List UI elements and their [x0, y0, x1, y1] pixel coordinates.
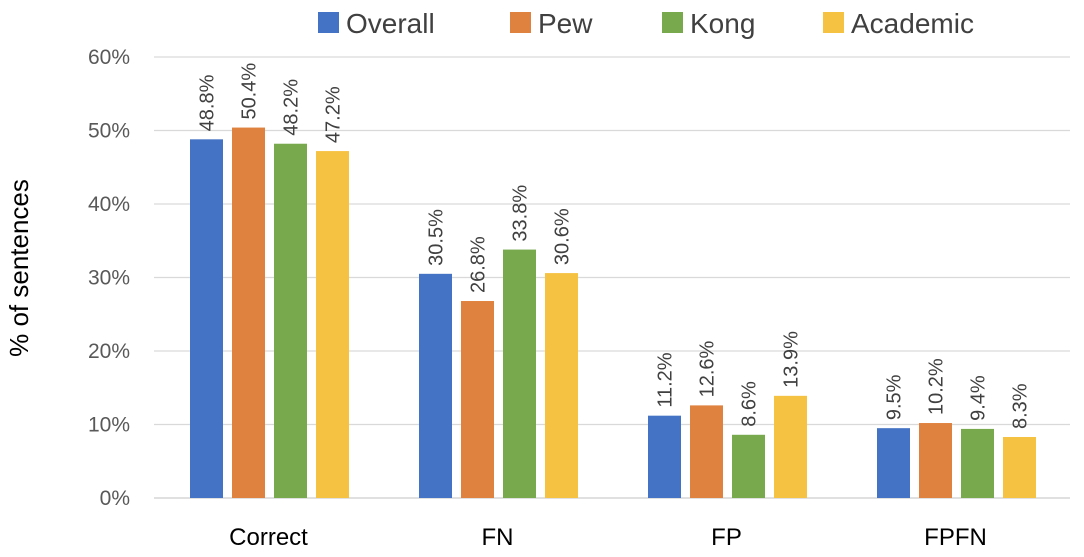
- bar-pew-fp: [690, 405, 723, 498]
- data-label: 9.5%: [884, 374, 906, 420]
- data-label: 30.5%: [426, 209, 448, 266]
- bar-kong-fp: [732, 434, 765, 498]
- bars: [190, 127, 1036, 499]
- legend-label: Academic: [851, 8, 974, 39]
- data-label: 8.3%: [1010, 383, 1032, 429]
- bar-kong-fpfn: [961, 428, 994, 498]
- y-tick-label: 30%: [88, 267, 130, 290]
- data-label: 33.8%: [510, 185, 532, 242]
- bar-academic-correct: [316, 151, 349, 498]
- x-category-label: FN: [482, 524, 514, 551]
- data-label: 8.6%: [739, 381, 761, 427]
- legend-label: Kong: [690, 8, 755, 39]
- bar-overall-fp: [648, 415, 681, 498]
- y-tick-label: 10%: [88, 414, 130, 437]
- legend: Overall Pew Kong Academic: [318, 8, 974, 39]
- data-label: 50.4%: [239, 63, 261, 120]
- bar-pew-fn: [461, 301, 494, 498]
- y-tick-label: 50%: [88, 120, 130, 143]
- bar-overall-fpfn: [877, 428, 910, 498]
- y-axis-title: % of sentences: [4, 179, 34, 357]
- bar-overall-correct: [190, 139, 223, 498]
- y-axis-ticks: 0% 10% 20% 30% 40% 50% 60%: [88, 46, 130, 510]
- data-label: 11.2%: [655, 352, 677, 407]
- data-label: 48.8%: [197, 74, 219, 131]
- y-tick-label: 60%: [88, 46, 130, 69]
- data-label: 13.9%: [781, 331, 803, 388]
- x-axis-categories: Correct FN FP FPFN: [229, 524, 987, 551]
- legend-swatch: [318, 12, 339, 33]
- bar-kong-correct: [274, 143, 307, 499]
- bar-academic-fp: [774, 395, 807, 498]
- bar-academic-fn: [545, 273, 578, 498]
- bar-pew-correct: [232, 127, 265, 498]
- y-tick-label: 40%: [88, 193, 130, 216]
- x-category-label: FPFN: [924, 524, 987, 551]
- data-label: 48.2%: [281, 79, 303, 136]
- y-tick-label: 0%: [100, 487, 130, 510]
- data-label: 10.2%: [926, 358, 948, 415]
- data-label: 26.8%: [468, 236, 490, 293]
- legend-label: Pew: [538, 8, 593, 39]
- data-label: 47.2%: [323, 86, 345, 143]
- legend-swatch: [823, 12, 844, 33]
- bar-academic-fpfn: [1003, 436, 1036, 498]
- data-label: 30.6%: [552, 208, 574, 265]
- y-tick-label: 20%: [88, 340, 130, 363]
- legend-swatch: [662, 12, 683, 33]
- data-labels: 48.8% 50.4% 48.2% 47.2% 30.5% 26.8% 33.8% 30.6%…: [197, 63, 1032, 429]
- legend-label: Overall: [346, 8, 435, 39]
- legend-swatch: [510, 12, 531, 33]
- bar-pew-fpfn: [919, 423, 952, 498]
- data-label: 12.6%: [697, 340, 719, 397]
- x-category-label: Correct: [229, 524, 308, 551]
- x-category-label: FP: [711, 524, 742, 551]
- data-label: 9.4%: [968, 375, 990, 421]
- bar-overall-fn: [419, 273, 452, 498]
- bar-kong-fn: [503, 249, 536, 498]
